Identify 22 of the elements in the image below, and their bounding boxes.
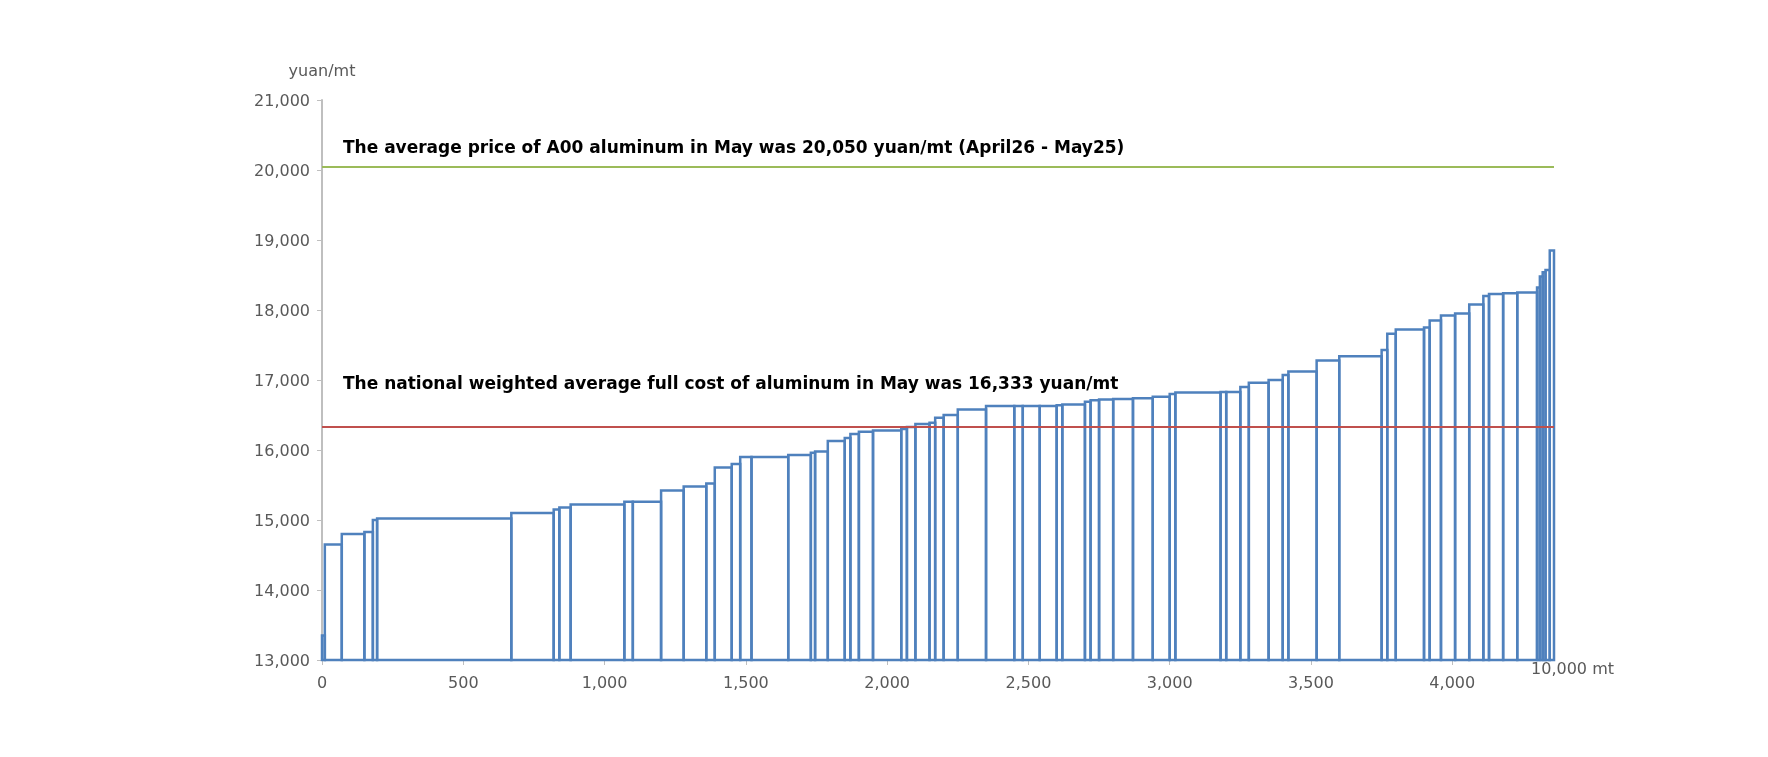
y-tick-label: 18,000: [254, 300, 310, 320]
y-tick-label: 16,000: [254, 440, 310, 460]
x-tick-label: 3,000: [1146, 672, 1193, 692]
y-tick-label: 19,000: [254, 230, 310, 250]
x-tick-label: 2,500: [1005, 672, 1052, 692]
y-tick-label: 15,000: [254, 510, 310, 530]
y-axis-title: yuan/mt: [288, 60, 356, 80]
x-tick-label: 3,500: [1288, 672, 1334, 692]
ref-line-label: The national weighted average full cost of aluminum in May was 16,333 yuan/mt: [343, 373, 1119, 394]
x-tick-label: 1,500: [722, 672, 769, 692]
x-tick-label: 4,000: [1429, 672, 1476, 692]
ref-line-label: The average price of A00 aluminum in May was 20,050 yuan/mt (April26 - May25): [343, 137, 1125, 157]
x-tick-label: 0: [316, 672, 328, 692]
x-tick-label: 500: [448, 672, 479, 692]
y-tick-label: 14,000: [254, 580, 310, 600]
x-tick-label: 1,000: [581, 672, 628, 692]
y-tick-label: 20,000: [254, 160, 310, 180]
y-tick-label: 13,000: [254, 650, 310, 670]
y-tick-label: 21,000: [254, 90, 310, 110]
y-tick-label: 17,000: [254, 370, 310, 390]
x-axis-title: 10,000 mt: [1531, 658, 1614, 678]
x-tick-label: 2,000: [864, 672, 911, 692]
